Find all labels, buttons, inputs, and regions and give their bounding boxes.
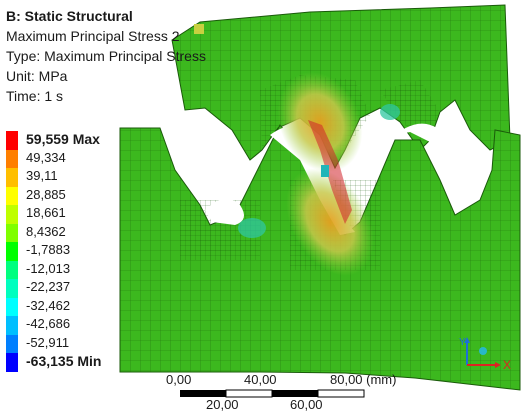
legend-max-label: 59,559 Max [26, 131, 100, 147]
result-header: B: Static Structural Maximum Principal S… [6, 6, 206, 106]
analysis-title: B: Static Structural [6, 8, 133, 24]
scale-label-40: 40,00 [244, 372, 277, 387]
scale-bar-graphic [180, 389, 365, 398]
scale-bar: 0,00 40,00 80,00 (mm) 20,00 60,00 [166, 372, 426, 412]
legend-label: 28,885 [26, 186, 66, 202]
tooth-gap-left [205, 198, 244, 225]
result-time: Time: 1 s [6, 88, 64, 104]
legend-label: 49,334 [26, 149, 66, 165]
legend-swatch-4 [6, 205, 18, 224]
axis-triad[interactable]: X Y [455, 335, 525, 375]
triad-graphic: X Y [459, 337, 511, 372]
legend-label: 8,4362 [26, 223, 66, 239]
z-axis-ball [479, 347, 487, 355]
legend-label: -52,911 [26, 334, 70, 350]
legend-swatch-11 [6, 334, 18, 353]
legend-swatch-5 [6, 223, 18, 242]
legend-swatch-9 [6, 297, 18, 316]
scale-label-60: 60,00 [290, 397, 323, 412]
legend-swatch-7 [6, 260, 18, 279]
legend-label: -1,7883 [26, 242, 71, 257]
legend-label: 39,11 [26, 168, 58, 183]
legend-swatch-8 [6, 279, 18, 298]
x-axis-label: X [503, 358, 511, 372]
contact-red-strip [308, 120, 352, 224]
legend-swatch-0 [6, 131, 18, 150]
stress-hotspot-lower [286, 168, 374, 276]
legend-swatch-10 [6, 316, 18, 335]
legend-swatch-12 [6, 353, 18, 372]
compression-spot-right [380, 104, 400, 120]
legend-label: 18,661 [26, 205, 66, 220]
legend-label: -42,686 [26, 316, 71, 331]
legend-label: -12,013 [26, 260, 71, 276]
legend-swatch-1 [6, 149, 18, 168]
result-unit: Unit: MPa [6, 68, 68, 84]
result-name: Maximum Principal Stress 2 [6, 28, 180, 44]
scale-label-20: 20,00 [206, 397, 239, 412]
scale-label-80: 80,00 (mm) [330, 372, 397, 387]
legend-label: -22,237 [26, 279, 71, 294]
scale-label-0: 0,00 [166, 372, 192, 387]
corner-hotspot [194, 24, 204, 34]
legend-swatch-3 [6, 186, 18, 205]
compression-spot-center [321, 165, 329, 177]
tooth-gap-right [395, 123, 440, 142]
y-axis-label: Y [459, 337, 466, 348]
legend-label: -32,462 [26, 297, 71, 313]
legend-min-label: -63,135 Min [26, 353, 102, 369]
result-type: Type: Maximum Principal Stress [6, 48, 206, 64]
stress-hotspot-upper [277, 71, 363, 173]
compression-spot-left [238, 218, 266, 238]
color-legend[interactable]: 59,559 Max 49,334 39,11 28,885 18,661 8,4362 -… [6, 131, 166, 372]
legend-swatch-2 [6, 168, 18, 187]
legend-swatch-6 [6, 242, 18, 261]
